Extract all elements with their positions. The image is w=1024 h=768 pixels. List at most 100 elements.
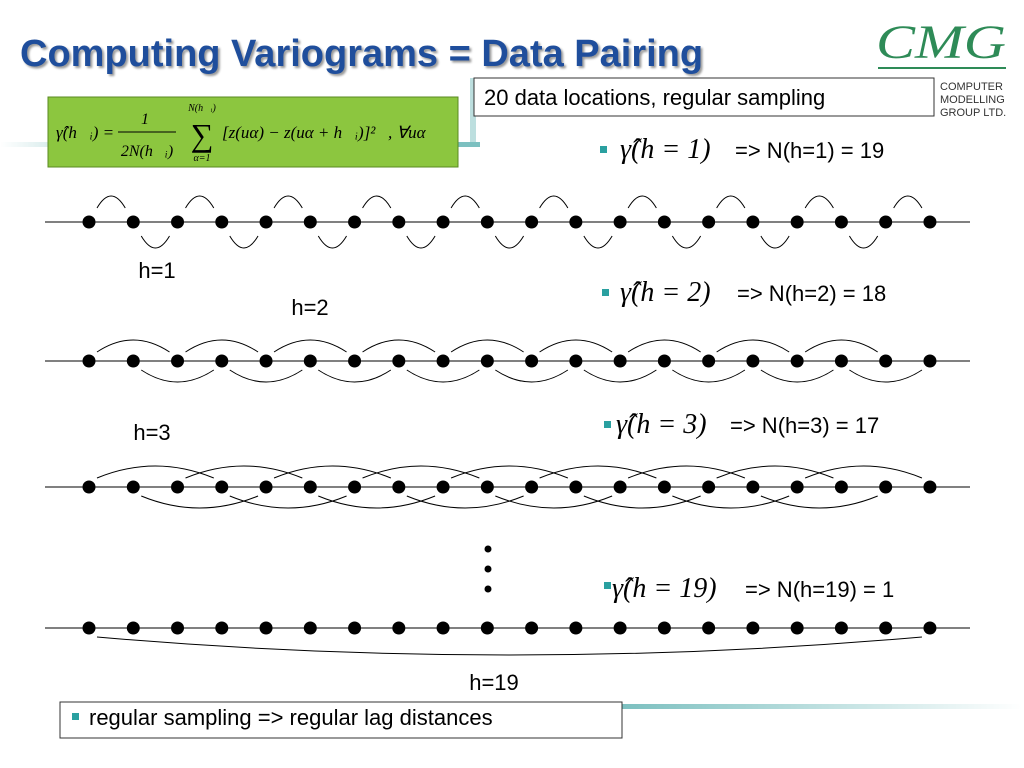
- pair-arc: [627, 339, 701, 353]
- pair-arc: [583, 495, 701, 509]
- data-location: [392, 215, 406, 229]
- lag-label: h=3: [133, 420, 170, 445]
- data-location: [923, 354, 937, 368]
- data-location: [923, 215, 937, 229]
- data-location: [126, 215, 140, 229]
- pair-arc: [406, 369, 480, 383]
- data-location: [746, 215, 760, 229]
- pair-arc: [362, 195, 392, 209]
- bullet: [602, 289, 609, 296]
- info-box-text: 20 data locations, regular sampling: [484, 85, 825, 110]
- data-location: [303, 215, 317, 229]
- ellipsis-dot: [484, 565, 492, 573]
- pair-arc: [583, 369, 657, 383]
- pair-arc: [229, 235, 259, 249]
- pair-arc: [760, 369, 834, 383]
- ellipsis-dot: [484, 545, 492, 553]
- logo-mark: CMG: [876, 16, 1006, 69]
- data-location: [215, 480, 229, 494]
- data-location: [480, 480, 494, 494]
- formula-sum-lower: α=1: [194, 153, 211, 164]
- data-location: [569, 480, 583, 494]
- data-location: [392, 354, 406, 368]
- data-location: [259, 621, 273, 635]
- data-location: [126, 354, 140, 368]
- data-location: [171, 354, 185, 368]
- data-location: [303, 354, 317, 368]
- data-location: [702, 215, 716, 229]
- pair-arc: [804, 339, 878, 353]
- pair-arc: [273, 465, 392, 479]
- data-location: [126, 621, 140, 635]
- pair-arc: [362, 339, 436, 353]
- data-location: [613, 215, 627, 229]
- data-location: [436, 480, 450, 494]
- data-location: [215, 215, 229, 229]
- data-location: [657, 621, 671, 635]
- info-box: [473, 77, 935, 117]
- pair-arc: [140, 369, 215, 383]
- pair-arc: [185, 195, 215, 209]
- data-location: [436, 354, 450, 368]
- pair-arc: [627, 195, 657, 209]
- footer-note: regular sampling => regular lag distance…: [89, 705, 493, 730]
- pair-arc: [494, 235, 525, 249]
- pair-arc: [539, 339, 613, 353]
- estimator: γ̂(h = 19): [612, 573, 717, 604]
- pair-arc: [273, 339, 347, 353]
- data-location: [392, 480, 406, 494]
- data-location: [525, 480, 539, 494]
- pair-arc: [716, 465, 834, 479]
- pair-arc: [141, 495, 259, 509]
- estimator: γ̂(h = 3): [616, 409, 707, 440]
- pair-arc: [495, 369, 569, 383]
- data-location: [348, 480, 362, 494]
- pair-arc: [406, 495, 524, 509]
- pair-arc: [583, 235, 613, 249]
- data-location: [259, 354, 273, 368]
- data-location: [569, 215, 583, 229]
- data-location: [215, 621, 229, 635]
- pair-arc: [406, 235, 436, 249]
- data-location: [613, 621, 627, 635]
- pair-arc: [96, 195, 126, 209]
- formula-sum-upper: N(h⃗ᵢ): [187, 103, 216, 114]
- data-location: [879, 621, 893, 635]
- data-location: [569, 354, 583, 368]
- data-location: [613, 480, 627, 494]
- formula-denominator: 2N(h⃗ᵢ): [121, 143, 173, 160]
- pair-arc: [96, 339, 170, 353]
- formula-sum: ∑: [191, 117, 214, 153]
- data-location: [259, 480, 273, 494]
- data-location: [790, 621, 804, 635]
- data-location: [436, 621, 450, 635]
- data-location: [259, 215, 273, 229]
- pair-arc: [318, 369, 392, 383]
- data-location: [702, 354, 716, 368]
- data-location: [923, 480, 937, 494]
- data-location: [525, 621, 539, 635]
- pair-count: => N(h=3) = 17: [730, 413, 879, 438]
- data-location: [790, 215, 804, 229]
- pair-arc: [804, 195, 834, 209]
- pair-count: => N(h=19) = 1: [745, 577, 894, 602]
- lag-label: h=2: [291, 295, 328, 320]
- data-location: [834, 480, 848, 494]
- data-location: [613, 354, 627, 368]
- formula: γ̂(h⃗ᵢ) = 1 2N(h⃗ᵢ) N(h⃗ᵢ) ∑ α=1 [z(uα) …: [56, 103, 427, 164]
- data-location: [790, 354, 804, 368]
- pair-count: => N(h=1) = 19: [735, 138, 884, 163]
- bullet: [604, 421, 611, 428]
- data-location: [480, 215, 494, 229]
- data-location: [303, 621, 317, 635]
- pair-arc: [671, 235, 702, 249]
- pair-arc: [539, 195, 569, 209]
- pair-arc: [672, 369, 746, 383]
- pair-arc: [716, 195, 746, 209]
- data-location: [82, 215, 96, 229]
- pair-arc: [672, 495, 790, 509]
- data-location: [436, 215, 450, 229]
- pair-arc: [362, 465, 480, 479]
- data-location: [879, 215, 893, 229]
